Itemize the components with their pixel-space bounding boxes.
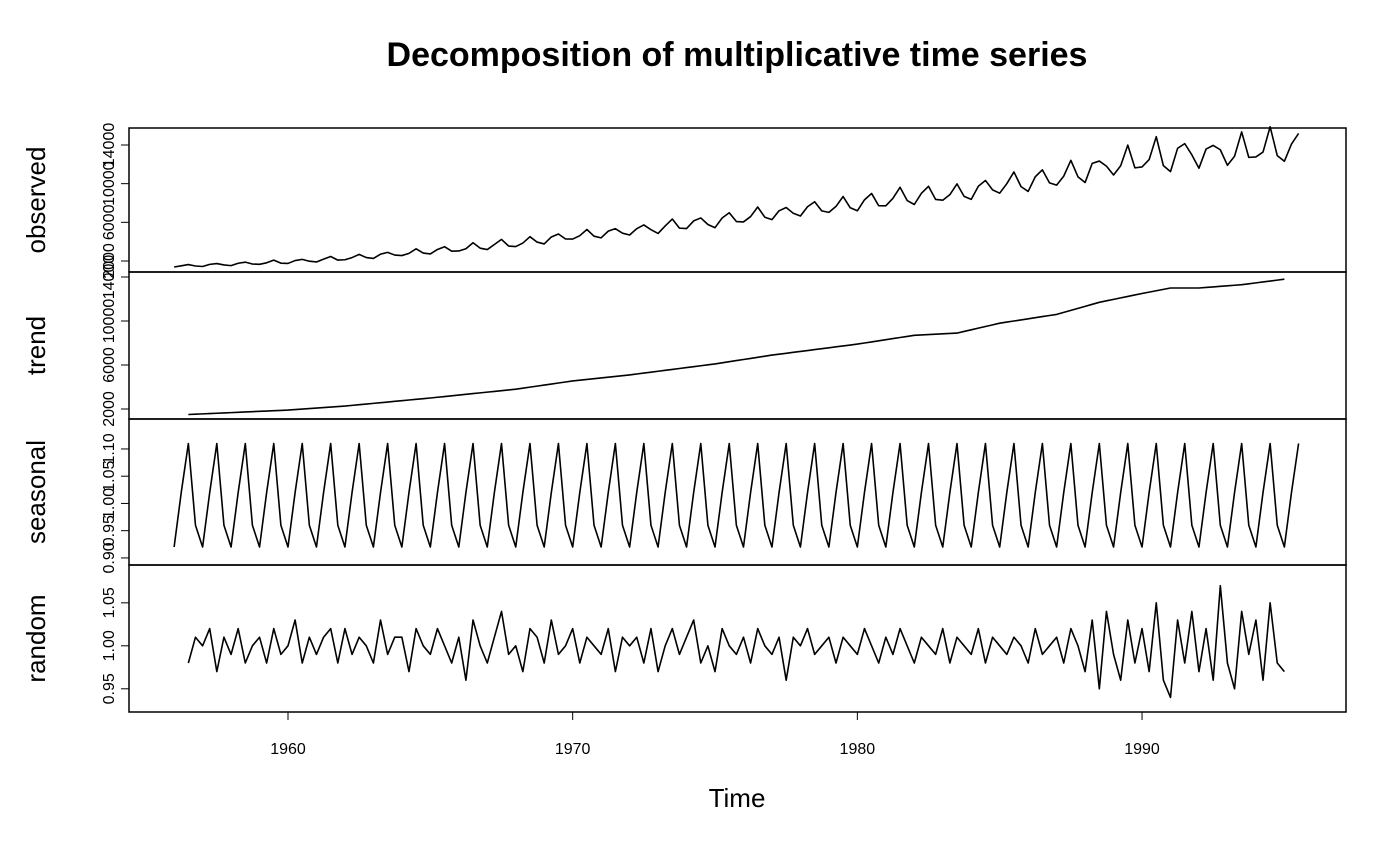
x-tick-label: 1980	[840, 741, 876, 758]
y-axis-label: trend	[21, 316, 51, 375]
y-axis-label: seasonal	[21, 440, 51, 544]
y-tick-label: 0.95	[101, 673, 118, 704]
y-tick-label: 14000	[101, 255, 118, 300]
panel-frame	[128, 564, 1347, 713]
y-axis-label: random	[21, 594, 51, 682]
y-tick-label: 6000	[101, 347, 118, 383]
series-line	[173, 442, 1300, 548]
x-tick-label: 1990	[1124, 741, 1160, 758]
panel-frame	[128, 271, 1347, 420]
y-tick-label: 10000	[101, 161, 118, 206]
y-tick-label: 1.05	[101, 461, 118, 492]
y-tick-label: 0.95	[101, 515, 118, 546]
x-tick-label: 1960	[270, 741, 306, 758]
series-line	[173, 125, 1300, 268]
series-line	[187, 584, 1285, 699]
y-tick-label: 2000	[101, 243, 118, 279]
panel-frame	[128, 127, 1347, 273]
y-tick-label: 14000	[101, 123, 118, 168]
y-tick-label: 1.05	[101, 587, 118, 618]
x-axis-label: Time	[709, 783, 766, 813]
y-tick-label: 0.90	[101, 542, 118, 573]
panel-frame	[128, 418, 1347, 566]
y-tick-label: 6000	[101, 204, 118, 240]
y-tick-label: 1.10	[101, 433, 118, 464]
y-tick-label: 1.00	[101, 630, 118, 661]
y-axis-label: observed	[21, 147, 51, 254]
y-tick-label: 2000	[101, 391, 118, 427]
chart-title: Decomposition of multiplicative time ser…	[387, 36, 1088, 74]
series-line	[188, 278, 1285, 416]
y-tick-label: 10000	[101, 299, 118, 344]
x-tick-label: 1970	[555, 741, 591, 758]
y-tick-label: 1.00	[101, 488, 118, 519]
